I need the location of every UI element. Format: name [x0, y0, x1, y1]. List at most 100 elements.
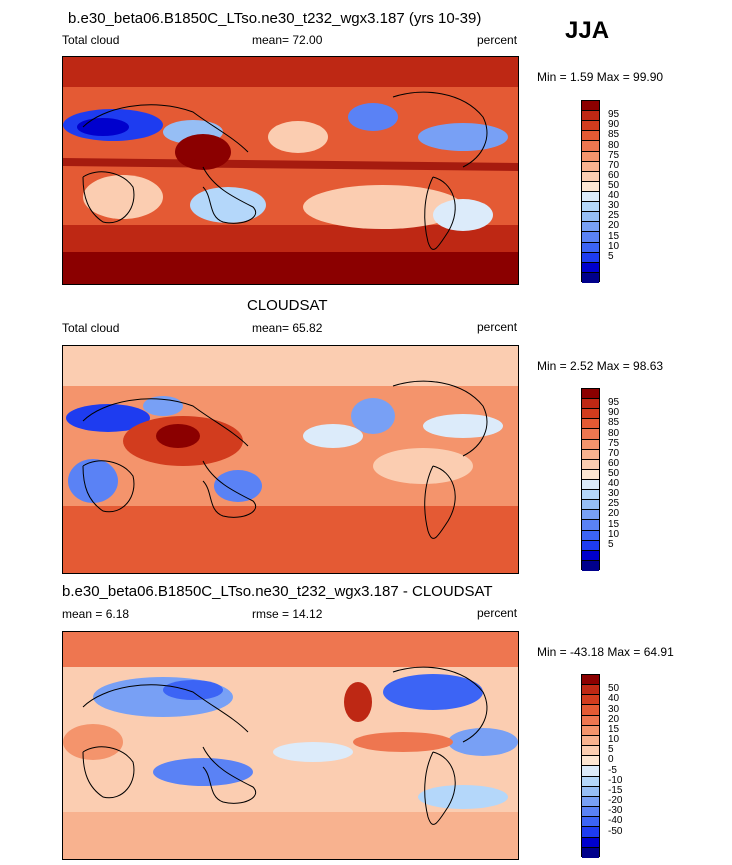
- colorbar-cell: [582, 121, 599, 132]
- colorbar-cell: [582, 262, 599, 273]
- colorbar-tick-label: 15: [608, 723, 620, 735]
- colorbar-cell: [582, 560, 599, 571]
- colorbar-tick-label: 85: [608, 129, 620, 141]
- colorbar-cell: [582, 766, 599, 777]
- colorbar-cell: [582, 776, 599, 787]
- colorbar-cell: [582, 191, 599, 203]
- colorbar-cell: [582, 796, 599, 808]
- colorbar-tick-label: 75: [608, 437, 620, 449]
- colorbar-cell: [582, 520, 599, 531]
- colorbar-cell: [582, 705, 599, 716]
- colorbar-cell: [582, 746, 599, 757]
- colorbar-cell: [582, 756, 599, 767]
- colorbar-tick-label: 95: [608, 397, 620, 409]
- colorbar-cell: [582, 786, 599, 797]
- colorbar-tick-label: 5: [608, 250, 614, 262]
- colorbar-tick-label: 60: [608, 169, 620, 181]
- panel-2-title: CLOUDSAT: [247, 297, 328, 314]
- colorbar-cell: [582, 399, 599, 410]
- colorbar-cell: [582, 550, 599, 561]
- colorbar-cell: [582, 685, 599, 696]
- colorbar-cell: [582, 695, 599, 706]
- panel-1-colorbar: [581, 100, 600, 283]
- colorbar-tick-label: 15: [608, 518, 620, 530]
- colorbar-cell: [582, 252, 599, 263]
- panel-2-minmax: Min = 2.52 Max = 98.63: [537, 359, 664, 373]
- colorbar-tick-label: 50: [608, 683, 620, 695]
- colorbar-tick-label: 90: [608, 119, 620, 131]
- colorbar-tick-label: 40: [608, 478, 620, 490]
- colorbar-cell: [582, 827, 599, 838]
- panel-2-map: [62, 345, 519, 574]
- colorbar-tick-label: -15: [608, 784, 623, 796]
- colorbar-tick-label: 80: [608, 427, 620, 439]
- colorbar-tick-label: 5: [608, 538, 614, 550]
- colorbar-tick-label: 75: [608, 149, 620, 161]
- colorbar-tick-label: -10: [608, 774, 623, 786]
- panel-1-center-label: mean= 72.00: [252, 33, 323, 47]
- colorbar-cell: [582, 171, 599, 182]
- colorbar-tick-label: 25: [608, 210, 620, 222]
- panel-3-minmax: Min = -43.18 Max = 64.91: [537, 645, 674, 659]
- colorbar-cell: [582, 161, 599, 172]
- colorbar-tick-label: 15: [608, 230, 620, 242]
- colorbar-cell: [582, 181, 599, 192]
- colorbar-tick-label: 70: [608, 159, 620, 171]
- colorbar-tick-label: 80: [608, 139, 620, 151]
- colorbar-cell: [582, 510, 599, 521]
- panel-2-left-label: Total cloud: [62, 321, 120, 335]
- colorbar-cell: [582, 715, 599, 726]
- panel-2-center-label: mean= 65.82: [252, 321, 323, 335]
- colorbar-cell: [582, 540, 599, 551]
- colorbar-tick-label: 20: [608, 713, 620, 725]
- colorbar-cell: [582, 807, 599, 818]
- season-label: JJA: [565, 17, 610, 44]
- colorbar-tick-label: -20: [608, 795, 623, 807]
- colorbar-tick-label: 70: [608, 447, 620, 459]
- colorbar-cell: [582, 141, 599, 152]
- colorbar-cell: [582, 439, 599, 450]
- panel-3-left-label: mean = 6.18: [62, 607, 130, 621]
- colorbar-cell: [582, 725, 599, 736]
- panel-1-left-label: Total cloud: [62, 33, 120, 47]
- colorbar-cell: [582, 817, 599, 828]
- colorbar-tick-label: -50: [608, 825, 623, 837]
- colorbar-tick-label: 25: [608, 498, 620, 510]
- colorbar-cell: [582, 101, 599, 112]
- panel-3-map: [62, 631, 519, 860]
- colorbar-tick-label: 60: [608, 457, 620, 469]
- panel-1-title: b.e30_beta06.B1850C_LTso.ne30_t232_wgx3.…: [68, 10, 482, 27]
- colorbar-tick-label: 0: [608, 754, 614, 766]
- colorbar-cell: [582, 151, 599, 162]
- colorbar-tick-label: -30: [608, 805, 623, 817]
- colorbar-tick-label: 50: [608, 467, 620, 479]
- colorbar-cell: [582, 212, 599, 223]
- colorbar-tick-label: 30: [608, 488, 620, 500]
- panel-1-right-label: percent: [477, 33, 518, 47]
- colorbar-tick-label: -40: [608, 815, 623, 827]
- colorbar-cell: [582, 202, 599, 213]
- colorbar-cell: [582, 232, 599, 243]
- colorbar-tick-label: 20: [608, 508, 620, 520]
- colorbar-cell: [582, 500, 599, 511]
- colorbar-tick-label: 40: [608, 693, 620, 705]
- colorbar-cell: [582, 490, 599, 501]
- colorbar-cell: [582, 459, 599, 470]
- panel-1-minmax: Min = 1.59 Max = 99.90: [537, 70, 664, 84]
- colorbar-tick-label: 90: [608, 407, 620, 419]
- colorbar-cell: [582, 272, 599, 283]
- colorbar-cell: [582, 530, 599, 541]
- colorbar-cell: [582, 242, 599, 253]
- colorbar-cell: [582, 675, 599, 686]
- colorbar-tick-label: 10: [608, 240, 620, 252]
- colorbar-cell: [582, 837, 599, 848]
- panel-2-colorbar: [581, 388, 600, 571]
- colorbar-cell: [582, 389, 599, 400]
- panel-2-right-label: percent: [477, 320, 518, 334]
- colorbar-tick-label: 30: [608, 200, 620, 212]
- colorbar-tick-label: 40: [608, 190, 620, 202]
- colorbar-tick-label: -5: [608, 764, 617, 776]
- panel-3-right-label: percent: [477, 606, 518, 620]
- colorbar-cell: [582, 419, 599, 430]
- colorbar-cell: [582, 111, 599, 122]
